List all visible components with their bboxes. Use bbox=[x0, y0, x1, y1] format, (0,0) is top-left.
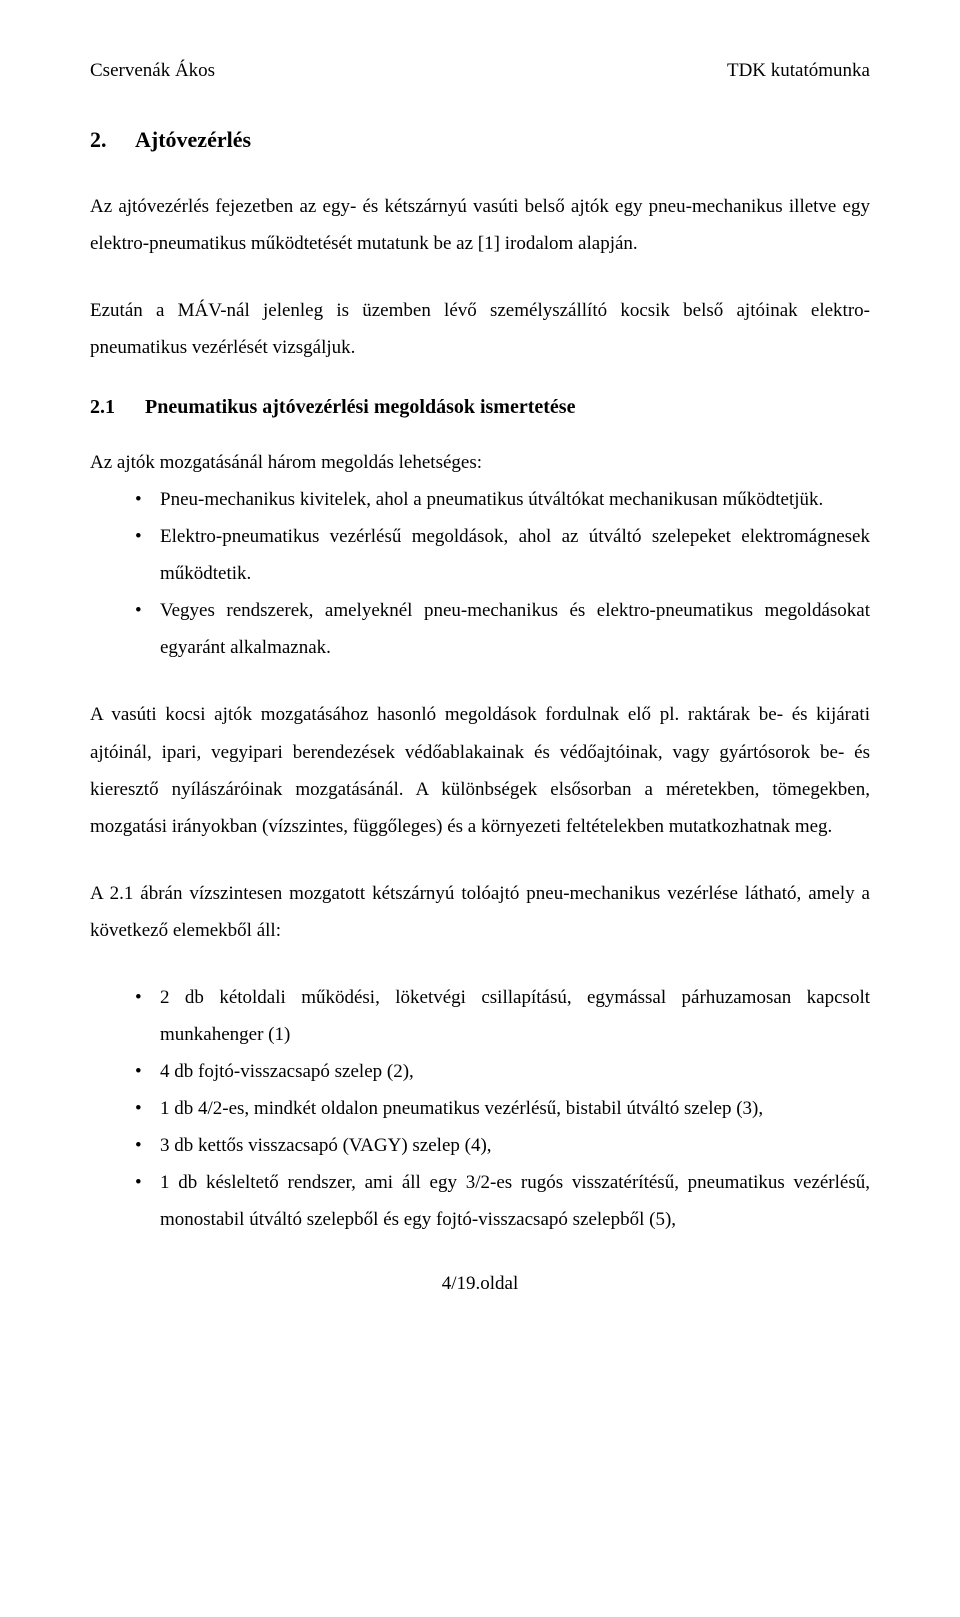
list-item: 3 db kettős visszacsapó (VAGY) szelep (4… bbox=[135, 1127, 870, 1164]
list-item: Elektro-pneumatikus vezérlésű megoldások… bbox=[135, 518, 870, 592]
subsection-number: 2.1 bbox=[90, 396, 145, 419]
list-item: 1 db 4/2-es, mindkét oldalon pneumatikus… bbox=[135, 1090, 870, 1127]
header-doc-type: TDK kutatómunka bbox=[727, 60, 870, 82]
list-intro: Az ajtók mozgatásánál három megoldás leh… bbox=[90, 444, 870, 481]
header-author: Cservenák Ákos bbox=[90, 60, 215, 82]
section-number: 2. bbox=[90, 127, 135, 153]
section-title: Ajtóvezérlés bbox=[135, 127, 251, 153]
list-item: 4 db fojtó-visszacsapó szelep (2), bbox=[135, 1053, 870, 1090]
section-heading: 2. Ajtóvezérlés bbox=[90, 127, 870, 153]
bullet-list: 2 db kétoldali működési, löketvégi csill… bbox=[90, 979, 870, 1238]
list-item: Vegyes rendszerek, amelyeknél pneu-mecha… bbox=[135, 592, 870, 666]
page-header: Cservenák Ákos TDK kutatómunka bbox=[90, 60, 870, 82]
paragraph: Ezután a MÁV-nál jelenleg is üzemben lév… bbox=[90, 292, 870, 366]
subsection-heading: 2.1 Pneumatikus ajtóvezérlési megoldások… bbox=[90, 396, 870, 419]
list-item: 1 db késleltető rendszer, ami áll egy 3/… bbox=[135, 1164, 870, 1238]
paragraph: Az ajtóvezérlés fejezetben az egy- és ké… bbox=[90, 188, 870, 262]
paragraph: A vasúti kocsi ajtók mozgatásához hasonl… bbox=[90, 696, 870, 844]
bullet-list: Pneu-mechanikus kivitelek, ahol a pneuma… bbox=[90, 481, 870, 666]
subsection-title: Pneumatikus ajtóvezérlési megoldások ism… bbox=[145, 396, 575, 419]
list-item: 2 db kétoldali működési, löketvégi csill… bbox=[135, 979, 870, 1053]
list-item: Pneu-mechanikus kivitelek, ahol a pneuma… bbox=[135, 481, 870, 518]
page-footer: 4/19.oldal bbox=[90, 1273, 870, 1295]
paragraph: A 2.1 ábrán vízszintesen mozgatott kétsz… bbox=[90, 875, 870, 949]
